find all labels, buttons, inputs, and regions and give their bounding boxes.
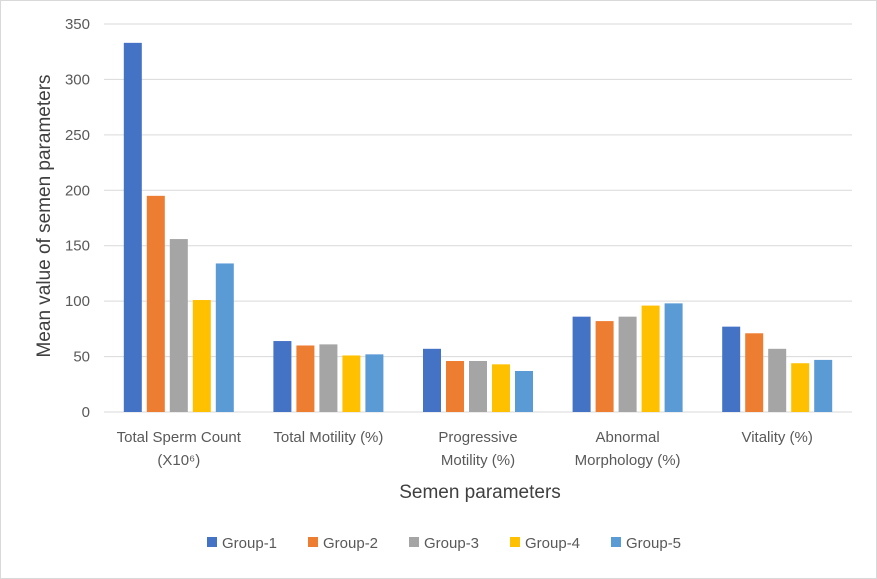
bar-group-2 <box>146 195 165 412</box>
bar-group-2 <box>296 345 315 412</box>
bar-group-5 <box>365 354 384 412</box>
legend-label: Group-1 <box>222 535 277 552</box>
bar-group-5 <box>215 263 234 412</box>
bar-group-5 <box>814 359 833 412</box>
bars <box>123 42 833 413</box>
y-tick-label: 350 <box>65 16 90 33</box>
bar-group-5 <box>664 303 683 412</box>
bar-group-3 <box>469 361 487 412</box>
x-tick-label: (X10⁶) <box>157 452 200 469</box>
legend-label: Group-5 <box>626 535 681 552</box>
bar-group-5 <box>515 370 533 412</box>
x-tick-label: Morphology (%) <box>575 452 681 469</box>
bar-group-1 <box>273 341 292 412</box>
y-axis-ticks: 0 50 100 150 200 250 300 350 <box>65 16 90 421</box>
bar-group-2 <box>745 333 764 412</box>
legend-swatch <box>308 537 318 547</box>
legend: Group-1 Group-2 Group-3 Group-4 Group-5 <box>207 535 681 552</box>
x-axis-categories: Total Sperm Count (X10⁶) Total Motility (%… <box>117 429 813 469</box>
bar-group-1 <box>572 316 591 412</box>
legend-label: Group-2 <box>323 535 378 552</box>
bar-group-3 <box>618 316 637 412</box>
legend-swatch <box>207 537 217 547</box>
legend-swatch <box>510 537 520 547</box>
legend-swatch <box>611 537 621 547</box>
bar-group-4 <box>342 355 361 412</box>
bar-group-3 <box>768 348 787 412</box>
bar-group-1 <box>423 348 441 412</box>
y-tick-label: 100 <box>65 293 90 310</box>
y-tick-label: 0 <box>82 404 90 421</box>
y-tick-label: 50 <box>73 349 90 366</box>
bar-group-1 <box>722 326 741 412</box>
bar-group-1 <box>123 42 142 413</box>
x-tick-label: Progressive <box>438 429 517 446</box>
x-axis-title: Semen parameters <box>399 482 561 503</box>
bar-group-4 <box>791 363 810 412</box>
x-tick-label: Vitality (%) <box>741 429 812 446</box>
bar-group-3 <box>319 344 338 412</box>
x-tick-label: Total Motility (%) <box>273 429 383 446</box>
legend-label: Group-3 <box>424 535 479 552</box>
x-tick-label: Abnormal <box>595 429 659 446</box>
bar-group-4 <box>641 305 660 412</box>
y-axis-title: Mean value of semen parameters <box>34 74 55 357</box>
y-tick-label: 150 <box>65 238 90 255</box>
legend-swatch <box>409 537 419 547</box>
x-tick-label: Total Sperm Count <box>117 429 242 446</box>
x-tick-label: Motility (%) <box>441 452 515 469</box>
bar-group-3 <box>169 239 188 412</box>
bar-group-4 <box>192 300 211 412</box>
bar-group-2 <box>595 321 614 412</box>
y-tick-label: 250 <box>65 127 90 144</box>
y-tick-label: 200 <box>65 182 90 199</box>
legend-label: Group-4 <box>525 535 580 552</box>
y-tick-label: 300 <box>65 71 90 88</box>
bar-group-4 <box>492 364 510 412</box>
bar-group-2 <box>446 361 464 412</box>
